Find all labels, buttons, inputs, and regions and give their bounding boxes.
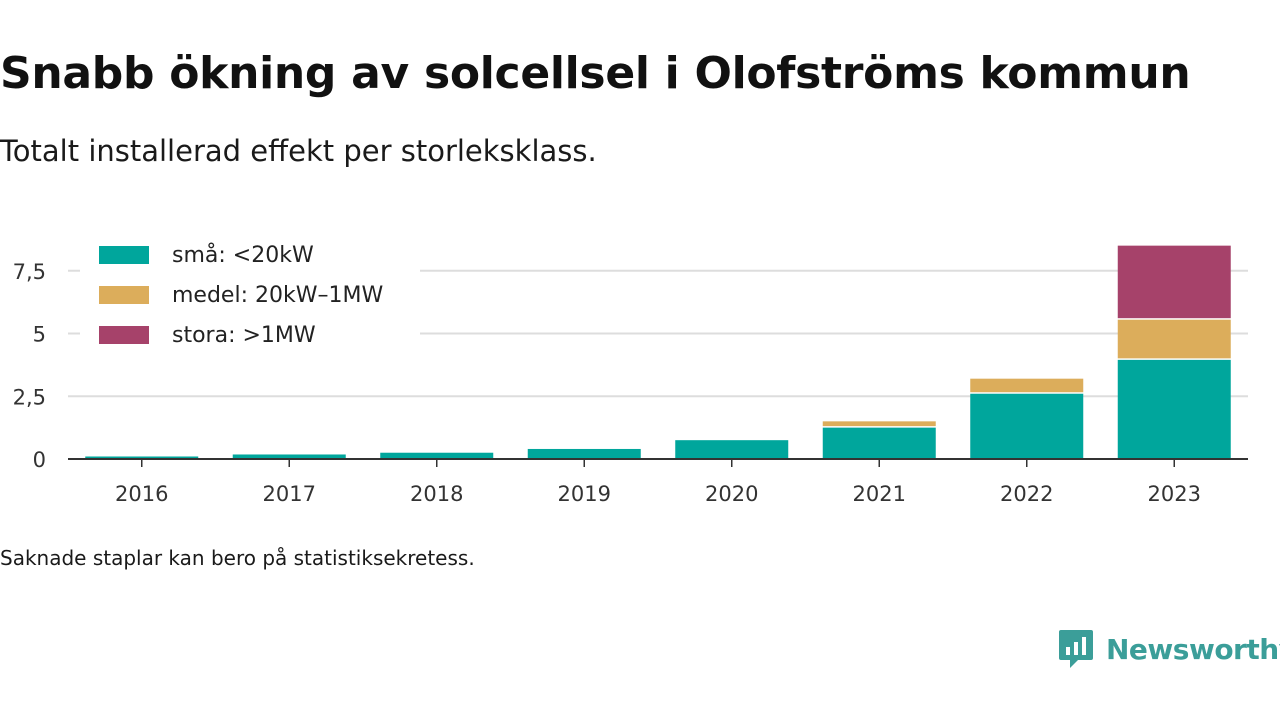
legend-swatch [99,326,149,344]
footnote: Saknade staplar kan bero på statistiksek… [0,546,475,570]
bar-2023-series-2 [1117,245,1231,319]
x-tick-label: 2016 [115,482,168,506]
legend-label: små: <20kW [172,242,314,268]
stacked-bar-chart: små: <20kW medel: 20kW–1MW stora: >1MW 0 2,… [13,234,1248,506]
y-tick-label: 5 [33,323,46,347]
legend: små: <20kW medel: 20kW–1MW stora: >1MW [80,234,420,356]
brand-name: Newsworthy [1106,632,1280,666]
y-tick-label: 0 [33,448,46,472]
chart-subtitle: Totalt installerad effekt per storlekskl… [0,134,597,168]
legend-label: medel: 20kW–1MW [172,283,383,308]
x-tick-label: 2018 [410,482,463,506]
bar-2022-series-1 [970,378,1084,393]
bar-2020-series-0 [675,440,789,459]
newsworthy-logo-icon [1059,630,1093,668]
y-tick-label: 2,5 [13,385,46,409]
legend-swatch [99,286,149,304]
x-tick-label: 2020 [705,482,758,506]
chart-title: Snabb ökning av solcellsel i Olofströms … [0,48,1191,99]
bar-2019-series-0 [527,448,641,459]
bar-2023-series-0 [1117,359,1231,459]
bar-2018-series-0 [380,452,494,459]
bar-2021-series-0 [822,427,936,459]
x-tick-label: 2021 [853,482,906,506]
x-tick-label: 2017 [263,482,316,506]
x-tick-label: 2022 [1000,482,1053,506]
bar-2023-series-1 [1117,319,1231,359]
x-tick-label: 2019 [558,482,611,506]
newsworthy-brand[interactable]: Newsworthy [1058,628,1280,670]
x-tick-label: 2023 [1148,482,1201,506]
legend-label: stora: >1MW [172,323,316,348]
bar-2022-series-0 [970,393,1084,459]
bar-2017-series-0 [232,454,346,459]
y-tick-label: 7,5 [13,260,46,284]
legend-swatch [99,246,149,264]
bars [85,245,1231,459]
bar-2016-series-0 [85,456,199,459]
axes: 0 2,5 5 7,5 2016 2017 2018 2019 2020 2021 2022 2023 [13,260,1248,506]
bar-2021-series-1 [822,421,936,427]
